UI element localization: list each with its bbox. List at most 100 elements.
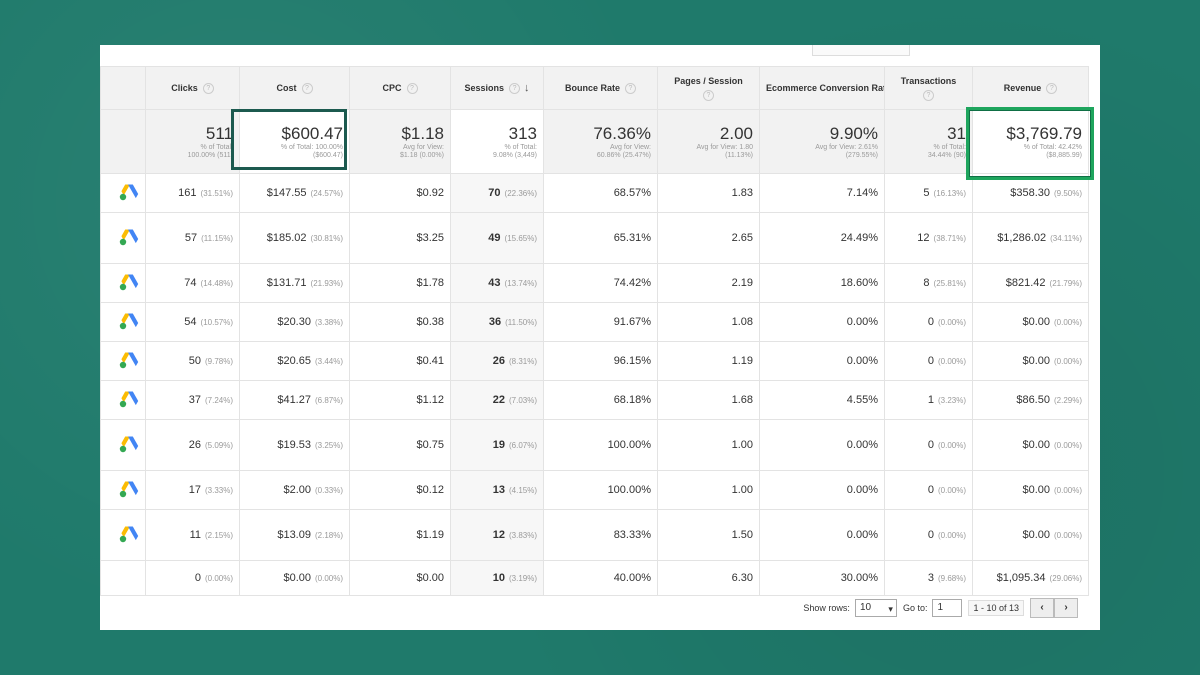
col-header-conversion-rate[interactable]: Ecommerce Conversion Rate? <box>759 66 885 110</box>
cell-cpc: $0.12 <box>349 470 451 510</box>
cell-value: 96.15% <box>613 355 651 367</box>
table-row[interactable]: 26 (5.09%) $19.53 (3.25%) $0.75 19 (6.07%) 100.… <box>100 419 1089 471</box>
cell-percent: (6.07%) <box>508 441 537 450</box>
col-header-transactions[interactable]: Transactions? <box>884 66 973 110</box>
cell-pages: 1.08 <box>657 302 760 342</box>
total-value: 2.00 <box>719 123 753 143</box>
cell-percent: (24.57%) <box>310 189 343 198</box>
cell-percent: (0.00%) <box>314 574 343 583</box>
cell-percent: (30.81%) <box>310 234 343 243</box>
sort-desc-icon[interactable]: ↓ <box>524 82 530 94</box>
total-sub: % of Total: 42.42% <box>1023 143 1082 151</box>
table-row[interactable]: 50 (9.78%) $20.65 (3.44%) $0.41 26 (8.31%) 96.1… <box>100 341 1089 381</box>
cell-value: 11 <box>189 529 201 541</box>
total-sub: $1.18 (0.00%) <box>400 151 444 159</box>
col-header-cpc[interactable]: CPC? <box>349 66 451 110</box>
help-icon[interactable]: ? <box>703 90 714 102</box>
table-row[interactable]: 57 (11.15%) $185.02 (30.81%) $3.25 49 (15.65%)… <box>100 212 1089 264</box>
cell-percent: (11.50%) <box>505 318 537 327</box>
cell-pages: 1.00 <box>657 470 760 510</box>
help-icon[interactable]: ? <box>625 83 636 95</box>
cell-trans: 0 (0.00%) <box>884 341 973 381</box>
cell-percent: (0.00%) <box>1053 441 1082 450</box>
cell-pages: 1.50 <box>657 509 760 561</box>
goto-input[interactable]: 1 <box>932 599 963 617</box>
total-sub: 60.86% (25.47%) <box>596 151 651 159</box>
help-icon[interactable]: ? <box>202 83 214 95</box>
cell-value: $0.12 <box>416 484 444 496</box>
cell-percent: (9.78%) <box>204 357 233 366</box>
cell-sessions: 19 (6.07%) <box>450 419 544 471</box>
next-page-button[interactable]: › <box>1054 598 1078 618</box>
cell-pages: 2.65 <box>657 212 760 264</box>
table-row[interactable]: 17 (3.33%) $2.00 (0.33%) $0.12 13 (4.15%) 100.0… <box>100 470 1089 510</box>
cell-percent: (9.50%) <box>1053 189 1082 198</box>
google-ads-icon <box>119 313 139 333</box>
analytics-panel: Clicks? Cost? CPC? Sessions? ↓ Bounce Rat… <box>100 45 1100 630</box>
cell-percent: (0.00%) <box>1053 486 1082 495</box>
help-icon[interactable]: ? <box>1046 83 1058 95</box>
col-header-revenue[interactable]: Revenue? <box>972 66 1089 110</box>
cell-value: $13.09 <box>277 529 311 541</box>
cell-percent: (9.68%) <box>937 574 966 583</box>
cell-value: 4.55% <box>846 394 878 406</box>
cell-value: $0.00 <box>1022 529 1050 541</box>
cell-value: 40.00% <box>613 572 651 584</box>
cell-sessions: 49 (15.65%) <box>450 212 544 264</box>
cell-clicks: 26 (5.09%) <box>145 419 240 471</box>
cell-value: $86.50 <box>1016 394 1050 406</box>
cell-value: 0.00% <box>846 439 878 451</box>
cell-percent: (0.00%) <box>937 318 966 327</box>
cost-total-highlight <box>231 109 347 170</box>
total-sub: ($600.47) <box>313 151 343 159</box>
total-sub: Avg for View: 2.61% <box>815 143 878 151</box>
cell-percent: (3.44%) <box>314 357 343 366</box>
cell-clicks: 74 (14.48%) <box>145 263 240 303</box>
table-row[interactable]: 161 (31.51%) $147.55 (24.57%) $0.92 70 (22.36%… <box>100 173 1089 213</box>
prev-page-button[interactable]: ‹ <box>1030 598 1054 618</box>
table-row[interactable]: 11 (2.15%) $13.09 (2.18%) $1.19 12 (3.83%) 83.3… <box>100 509 1089 561</box>
table-row[interactable]: 54 (10.57%) $20.30 (3.38%) $0.38 36 (11.50%) 91… <box>100 302 1089 342</box>
cell-percent: (0.00%) <box>937 357 966 366</box>
cell-value: 26 <box>188 439 201 451</box>
cell-pages: 1.19 <box>657 341 760 381</box>
cell-sessions: 22 (7.03%) <box>450 380 544 420</box>
col-header-bounce-rate[interactable]: Bounce Rate? <box>543 66 658 110</box>
help-icon[interactable]: ? <box>923 90 934 102</box>
google-ads-icon <box>119 481 139 501</box>
cell-value: $1,095.34 <box>996 572 1046 584</box>
chevron-down-icon: ▾ <box>888 604 893 614</box>
table-row[interactable]: 0 (0.00%) $0.00 (0.00%) $0.00 10 (3.19%) 40.00%… <box>100 560 1089 596</box>
cell-sessions: 70 (22.36%) <box>450 173 544 213</box>
table-row[interactable]: 74 (14.48%) $131.71 (21.93%) $1.78 43 (13.74%)… <box>100 263 1089 303</box>
cell-clicks: 57 (11.15%) <box>145 212 240 264</box>
col-header-sessions[interactable]: Sessions? ↓ <box>450 66 544 110</box>
row-icon-cell <box>100 302 146 342</box>
cell-bounce: 100.00% <box>543 419 658 471</box>
cell-bounce: 65.31% <box>543 212 658 264</box>
help-icon[interactable]: ? <box>406 83 418 95</box>
cell-percent: (21.79%) <box>1049 279 1082 288</box>
cell-value: 3 <box>927 572 934 584</box>
cell-cpc: $0.38 <box>349 302 451 342</box>
total-value: $1.18 <box>401 123 444 143</box>
cell-pages: 2.19 <box>657 263 760 303</box>
total-sub: (11.13%) <box>725 151 753 159</box>
help-icon[interactable]: ? <box>301 83 313 95</box>
cell-pages: 6.30 <box>657 560 760 596</box>
cell-value: 12 <box>492 529 505 541</box>
cell-trans: 12 (38.71%) <box>884 212 973 264</box>
cell-revenue: $86.50 (2.29%) <box>972 380 1089 420</box>
revenue-total-highlight <box>966 107 1094 180</box>
help-icon[interactable]: ? <box>509 83 521 95</box>
table-row[interactable]: 37 (7.24%) $41.27 (6.87%) $1.12 22 (7.03%) 68.1… <box>100 380 1089 420</box>
show-rows-select[interactable]: 10 ▾ <box>854 599 897 617</box>
total-sub: % of Total: <box>200 143 233 151</box>
col-header-cost[interactable]: Cost? <box>239 66 350 110</box>
cell-value: 54 <box>184 316 197 328</box>
col-header-pages-session[interactable]: Pages / Session? <box>657 66 760 110</box>
cell-value: 36 <box>488 316 502 328</box>
cell-percent: (0.00%) <box>937 486 966 495</box>
col-header-clicks[interactable]: Clicks? <box>145 66 240 110</box>
conversions-dropdown[interactable] <box>812 45 910 56</box>
